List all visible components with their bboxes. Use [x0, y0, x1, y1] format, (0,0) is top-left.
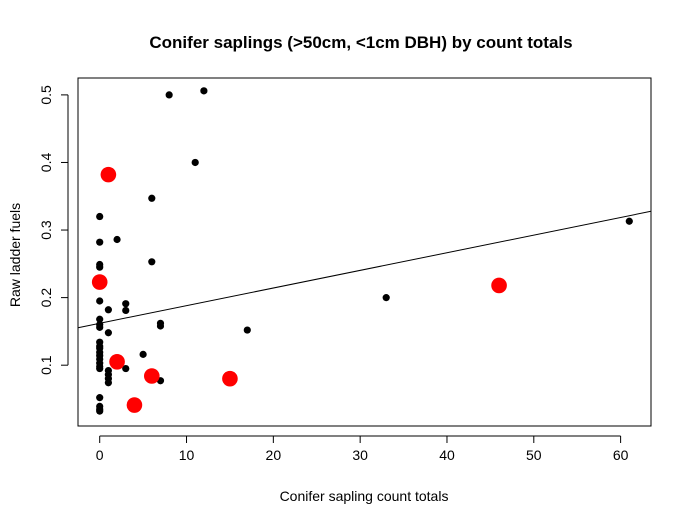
- data-point: [382, 294, 390, 302]
- y-tick-label: 0.3: [38, 220, 54, 240]
- highlight-point: [91, 274, 108, 290]
- x-tick-label: 10: [179, 447, 195, 463]
- data-point: [243, 326, 251, 334]
- data-point: [96, 315, 104, 323]
- plot-frame: [77, 77, 652, 427]
- y-axis-label: Raw ladder fuels: [7, 203, 23, 307]
- data-point: [148, 194, 156, 202]
- data-point: [96, 364, 104, 373]
- y-tick-label: 0.2: [38, 288, 54, 308]
- data-point: [165, 91, 173, 99]
- data-point: [139, 350, 147, 358]
- data-point: [122, 364, 130, 373]
- highlight-point: [143, 368, 160, 384]
- data-point: [200, 87, 208, 95]
- x-axis-label: Conifer sapling count totals: [280, 488, 449, 504]
- data-point: [113, 235, 121, 244]
- highlight-point: [491, 277, 507, 294]
- data-point: [122, 300, 130, 308]
- data-point: [191, 158, 199, 167]
- plot-area: 0 10 20 30 40 50 60 0.1 0.2 0.3 0.4 0.5: [38, 77, 652, 463]
- highlight-point: [222, 370, 238, 387]
- data-point: [96, 263, 104, 271]
- chart-title: Conifer saplings (>50cm, <1cm DBH) by co…: [149, 33, 572, 52]
- data-point: [104, 379, 112, 387]
- y-tick-label: 0.1: [38, 355, 54, 375]
- x-tick-label: 0: [96, 447, 104, 463]
- data-point: [96, 297, 104, 305]
- data-point: [96, 407, 104, 415]
- regression-line: [77, 210, 652, 329]
- highlight-point: [126, 397, 143, 413]
- highlight-point: [109, 354, 125, 370]
- y-tick-label: 0.5: [38, 85, 54, 105]
- x-tick-label: 50: [526, 447, 542, 463]
- data-point: [156, 322, 165, 330]
- data-point: [104, 329, 112, 337]
- data-point: [148, 258, 156, 266]
- y-tick-label: 0.4: [38, 153, 54, 173]
- x-tick-label: 20: [266, 447, 282, 463]
- data-point: [104, 306, 112, 314]
- data-point: [96, 394, 104, 402]
- x-tick-label: 30: [352, 447, 368, 463]
- data-point: [122, 306, 130, 315]
- highlight-point: [100, 166, 117, 183]
- data-point: [625, 217, 633, 225]
- data-point: [96, 344, 104, 352]
- x-tick-label: 40: [439, 447, 455, 463]
- data-point: [96, 323, 104, 331]
- x-tick-label: 60: [613, 447, 629, 463]
- data-point: [96, 238, 104, 246]
- data-point: [96, 212, 104, 221]
